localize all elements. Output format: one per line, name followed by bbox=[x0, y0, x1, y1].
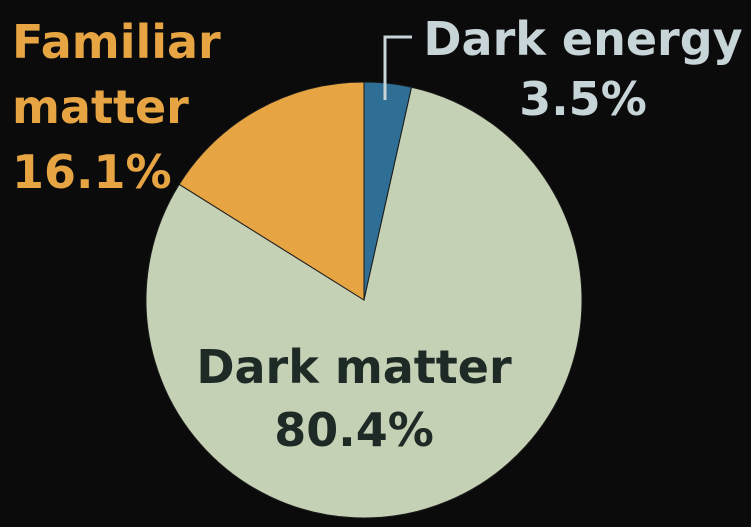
dark-matter-name: Dark matter bbox=[196, 340, 512, 394]
dark-matter-value: 80.4% bbox=[274, 403, 434, 457]
familiar-matter-name-line2: matter bbox=[12, 80, 189, 134]
dark-energy-leader-line bbox=[383, 35, 412, 100]
pie-slice-familiar-matter bbox=[178, 81, 365, 301]
pie-slice-dark-matter bbox=[145, 86, 583, 519]
familiar-matter-value: 16.1% bbox=[12, 145, 172, 199]
dark-energy-name: Dark energy bbox=[423, 12, 742, 66]
familiar-matter-name-line1: Familiar bbox=[12, 15, 221, 69]
dark-energy-value: 3.5% bbox=[519, 72, 647, 126]
pie-slices bbox=[145, 81, 583, 519]
